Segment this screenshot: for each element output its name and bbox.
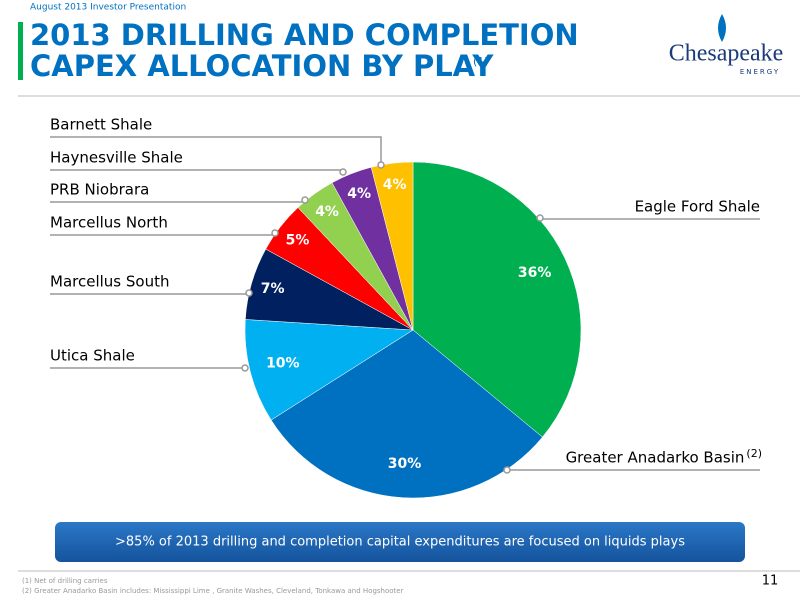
legend-label: Greater Anadarko Basin [566,449,745,467]
leader-line [50,293,250,295]
pie-slice [370,161,414,331]
pie-slice [270,329,543,499]
data-label: 7% [261,281,285,297]
leader-dot [241,364,249,372]
pie: 36% 30% 10% 7% 5% 4% 4% 4% Eagle Ford Shale Great… [50,116,762,499]
header: August 2013 Investor Presentation [30,3,186,13]
legend-label: Barnett Shale [50,116,152,134]
title-note: (1) [473,55,489,68]
leader-dot [301,196,309,204]
data-label: 5% [286,232,310,248]
leader-line [539,218,760,220]
page-number: 11 [762,574,779,589]
accent-bar [18,22,23,80]
banner [55,522,745,562]
leader-dot [245,289,253,297]
legend-label: Haynesville Shale [50,149,183,167]
logo-sub: ENERGY [740,68,780,76]
category-note: (2) [746,447,762,460]
data-label: 30% [388,456,422,472]
legend-label: Marcellus North [50,214,168,232]
footnote: (2) Greater Anadarko Basin includes: Mis… [22,587,404,595]
data-label: 4% [383,177,407,193]
logo-flame [718,14,726,42]
leader-line [50,200,306,203]
chart-title: CAPEX ALLOCATION BY PLAY [30,49,494,83]
logo: Chesapeake ENERGY [669,14,784,76]
leader-dot [503,466,511,474]
leader-line [50,233,276,236]
leader-line [50,169,344,172]
chart-title: 2013 DRILLING AND COMPLETION [30,18,579,52]
banner-text: >85% of 2013 drilling and completion cap… [115,535,685,550]
legend-label: Eagle Ford Shale [635,198,760,216]
data-label: 10% [266,355,300,371]
data-label: 4% [347,186,371,202]
logo-name: Chesapeake [669,41,784,67]
leader-dot [536,214,544,222]
leader-dot [339,168,347,176]
pie-slice [244,319,414,421]
data-label: 36% [518,265,552,281]
leader-dot [271,229,279,237]
leader-dot [377,161,385,169]
legend-label: Marcellus South [50,273,169,291]
legend-label: PRB Niobrara [50,181,149,199]
pie-slice [412,161,582,438]
data-label: 4% [315,204,339,220]
footnote: (1) Net of drilling carries [22,577,108,585]
legend-label: Utica Shale [50,347,135,365]
leader-line [50,136,382,165]
